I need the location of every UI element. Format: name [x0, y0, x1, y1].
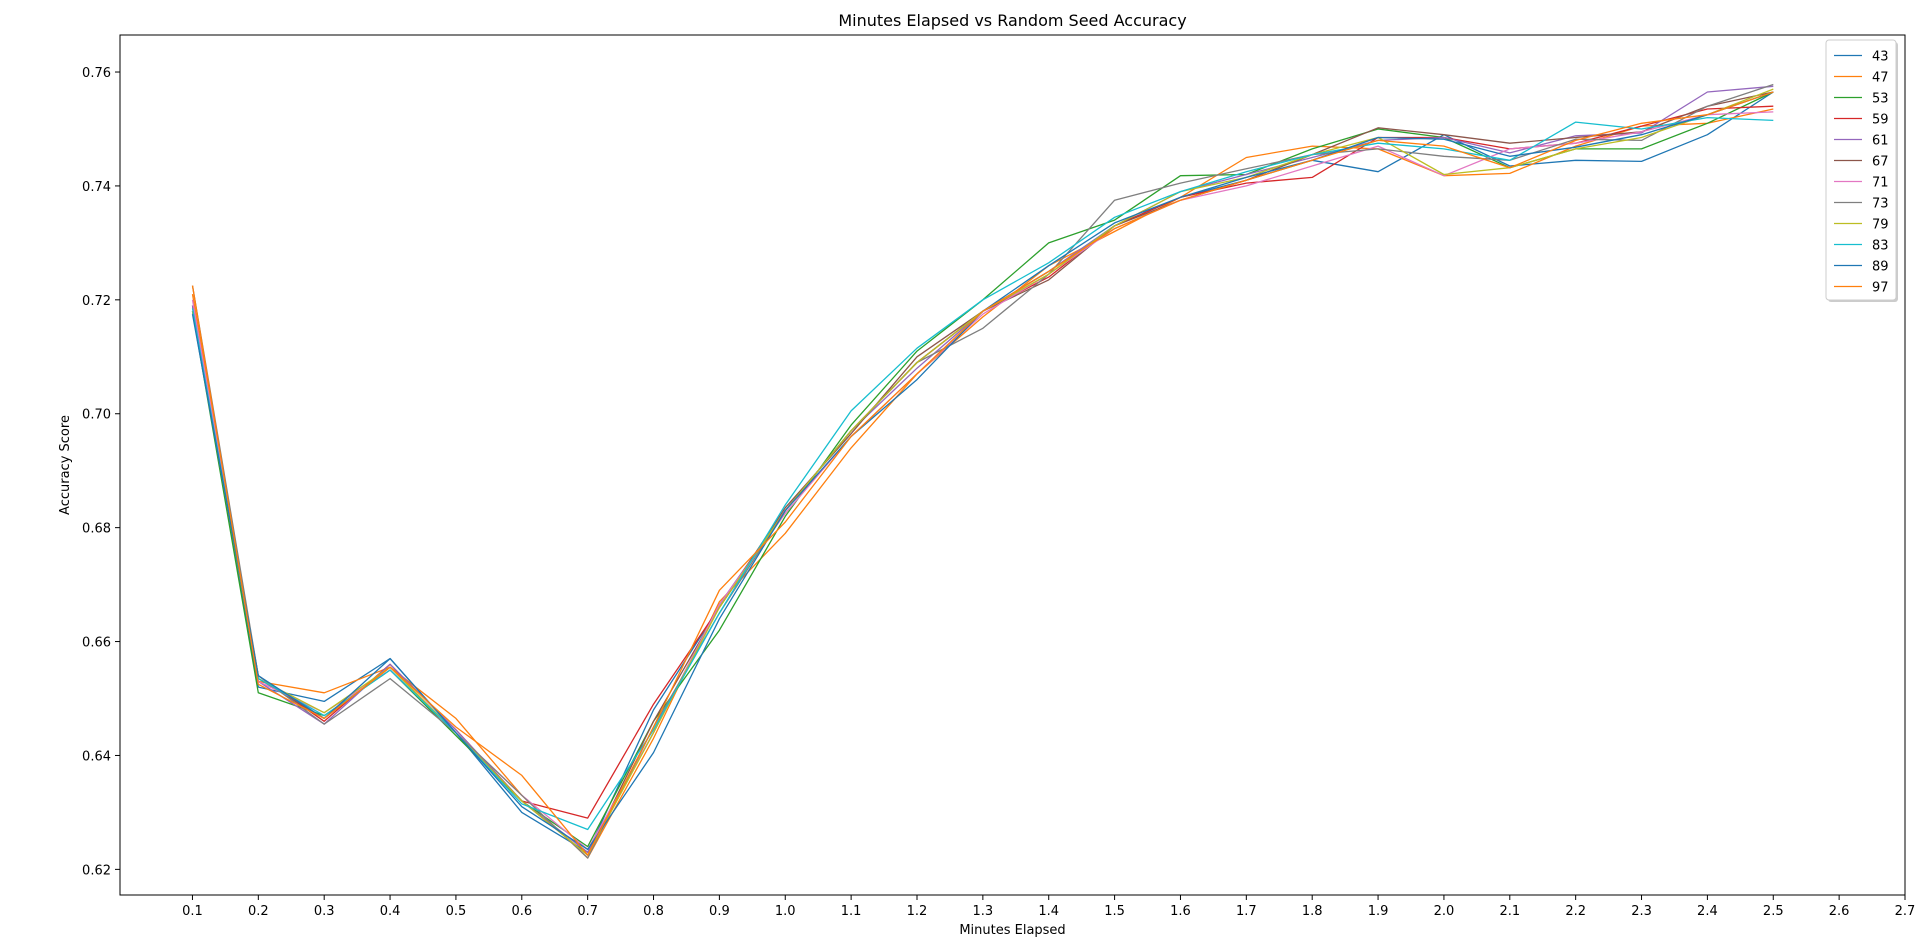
legend-box: [1825, 39, 1897, 301]
legend-label: 59: [1872, 113, 1889, 128]
legend-label: 97: [1872, 281, 1889, 296]
legend-label: 89: [1872, 260, 1889, 275]
y-axis-label: Accuracy Score: [58, 415, 73, 515]
x-tick-label: 0.2: [248, 904, 269, 919]
legend-label: 71: [1872, 176, 1889, 191]
x-tick-label: 1.8: [1302, 904, 1323, 919]
series-line-47: [191, 108, 1774, 859]
x-tick-label: 1.1: [841, 904, 862, 919]
x-tick-label: 1.6: [1170, 904, 1191, 919]
y-axis-ticks: 0.62 0.64 0.66 0.68 0.70 0.72 0.74 0.76: [82, 66, 120, 878]
y-tick-label: 0.72: [82, 294, 111, 309]
y-tick-label: 0.66: [82, 636, 111, 651]
legend-label: 43: [1872, 50, 1889, 65]
x-tick-label: 2.5: [1763, 904, 1784, 919]
x-axis-label: Minutes Elapsed: [959, 923, 1065, 938]
x-tick-label: 0.4: [380, 904, 401, 919]
y-tick-label: 0.62: [82, 863, 111, 878]
x-tick-label: 1.4: [1038, 904, 1059, 919]
y-tick-label: 0.70: [82, 408, 111, 423]
legend: 43 47 53 59 61 67 71 73 79 83 89 97: [1825, 39, 1898, 302]
x-tick-label: 2.7: [1895, 904, 1915, 919]
x-tick-label: 2.1: [1499, 904, 1520, 919]
x-tick-label: 2.6: [1829, 904, 1850, 919]
x-tick-label: 0.7: [577, 904, 598, 919]
x-tick-label: 2.0: [1434, 904, 1455, 919]
y-tick-label: 0.76: [82, 66, 111, 81]
legend-label: 67: [1872, 155, 1889, 170]
x-tick-label: 2.2: [1565, 904, 1586, 919]
x-tick-label: 1.9: [1368, 904, 1389, 919]
chart-title: Minutes Elapsed vs Random Seed Accuracy: [838, 11, 1186, 30]
legend-label: 47: [1872, 71, 1889, 86]
x-axis-ticks: 0.1 0.2 0.3 0.4 0.5 0.6 0.7 0.8 0.9 1.0 1.1 1.2 1.3 1…: [182, 895, 1915, 919]
x-tick-label: 0.6: [511, 904, 532, 919]
legend-label: 61: [1872, 134, 1889, 149]
x-tick-label: 1.0: [775, 904, 796, 919]
x-tick-label: 0.3: [314, 904, 335, 919]
legend-label: 83: [1872, 239, 1889, 254]
legend-label: 53: [1872, 92, 1889, 107]
x-tick-label: 2.4: [1697, 904, 1718, 919]
y-tick-label: 0.64: [82, 749, 111, 764]
plot-frame: [119, 34, 1906, 896]
x-tick-label: 1.2: [907, 904, 928, 919]
x-tick-label: 2.3: [1631, 904, 1652, 919]
x-tick-label: 1.5: [1104, 904, 1125, 919]
x-tick-label: 1.3: [973, 904, 994, 919]
x-tick-label: 0.8: [643, 904, 664, 919]
y-tick-label: 0.68: [82, 522, 111, 537]
y-tick-label: 0.74: [82, 180, 111, 195]
x-tick-label: 0.1: [182, 904, 203, 919]
series-line-97: [191, 91, 1774, 856]
legend-label: 79: [1872, 218, 1889, 233]
x-tick-label: 1.7: [1236, 904, 1257, 919]
series-lines: [191, 83, 1774, 859]
legend-label: 73: [1872, 197, 1889, 212]
x-tick-label: 0.5: [446, 904, 467, 919]
x-tick-label: 0.9: [709, 904, 730, 919]
